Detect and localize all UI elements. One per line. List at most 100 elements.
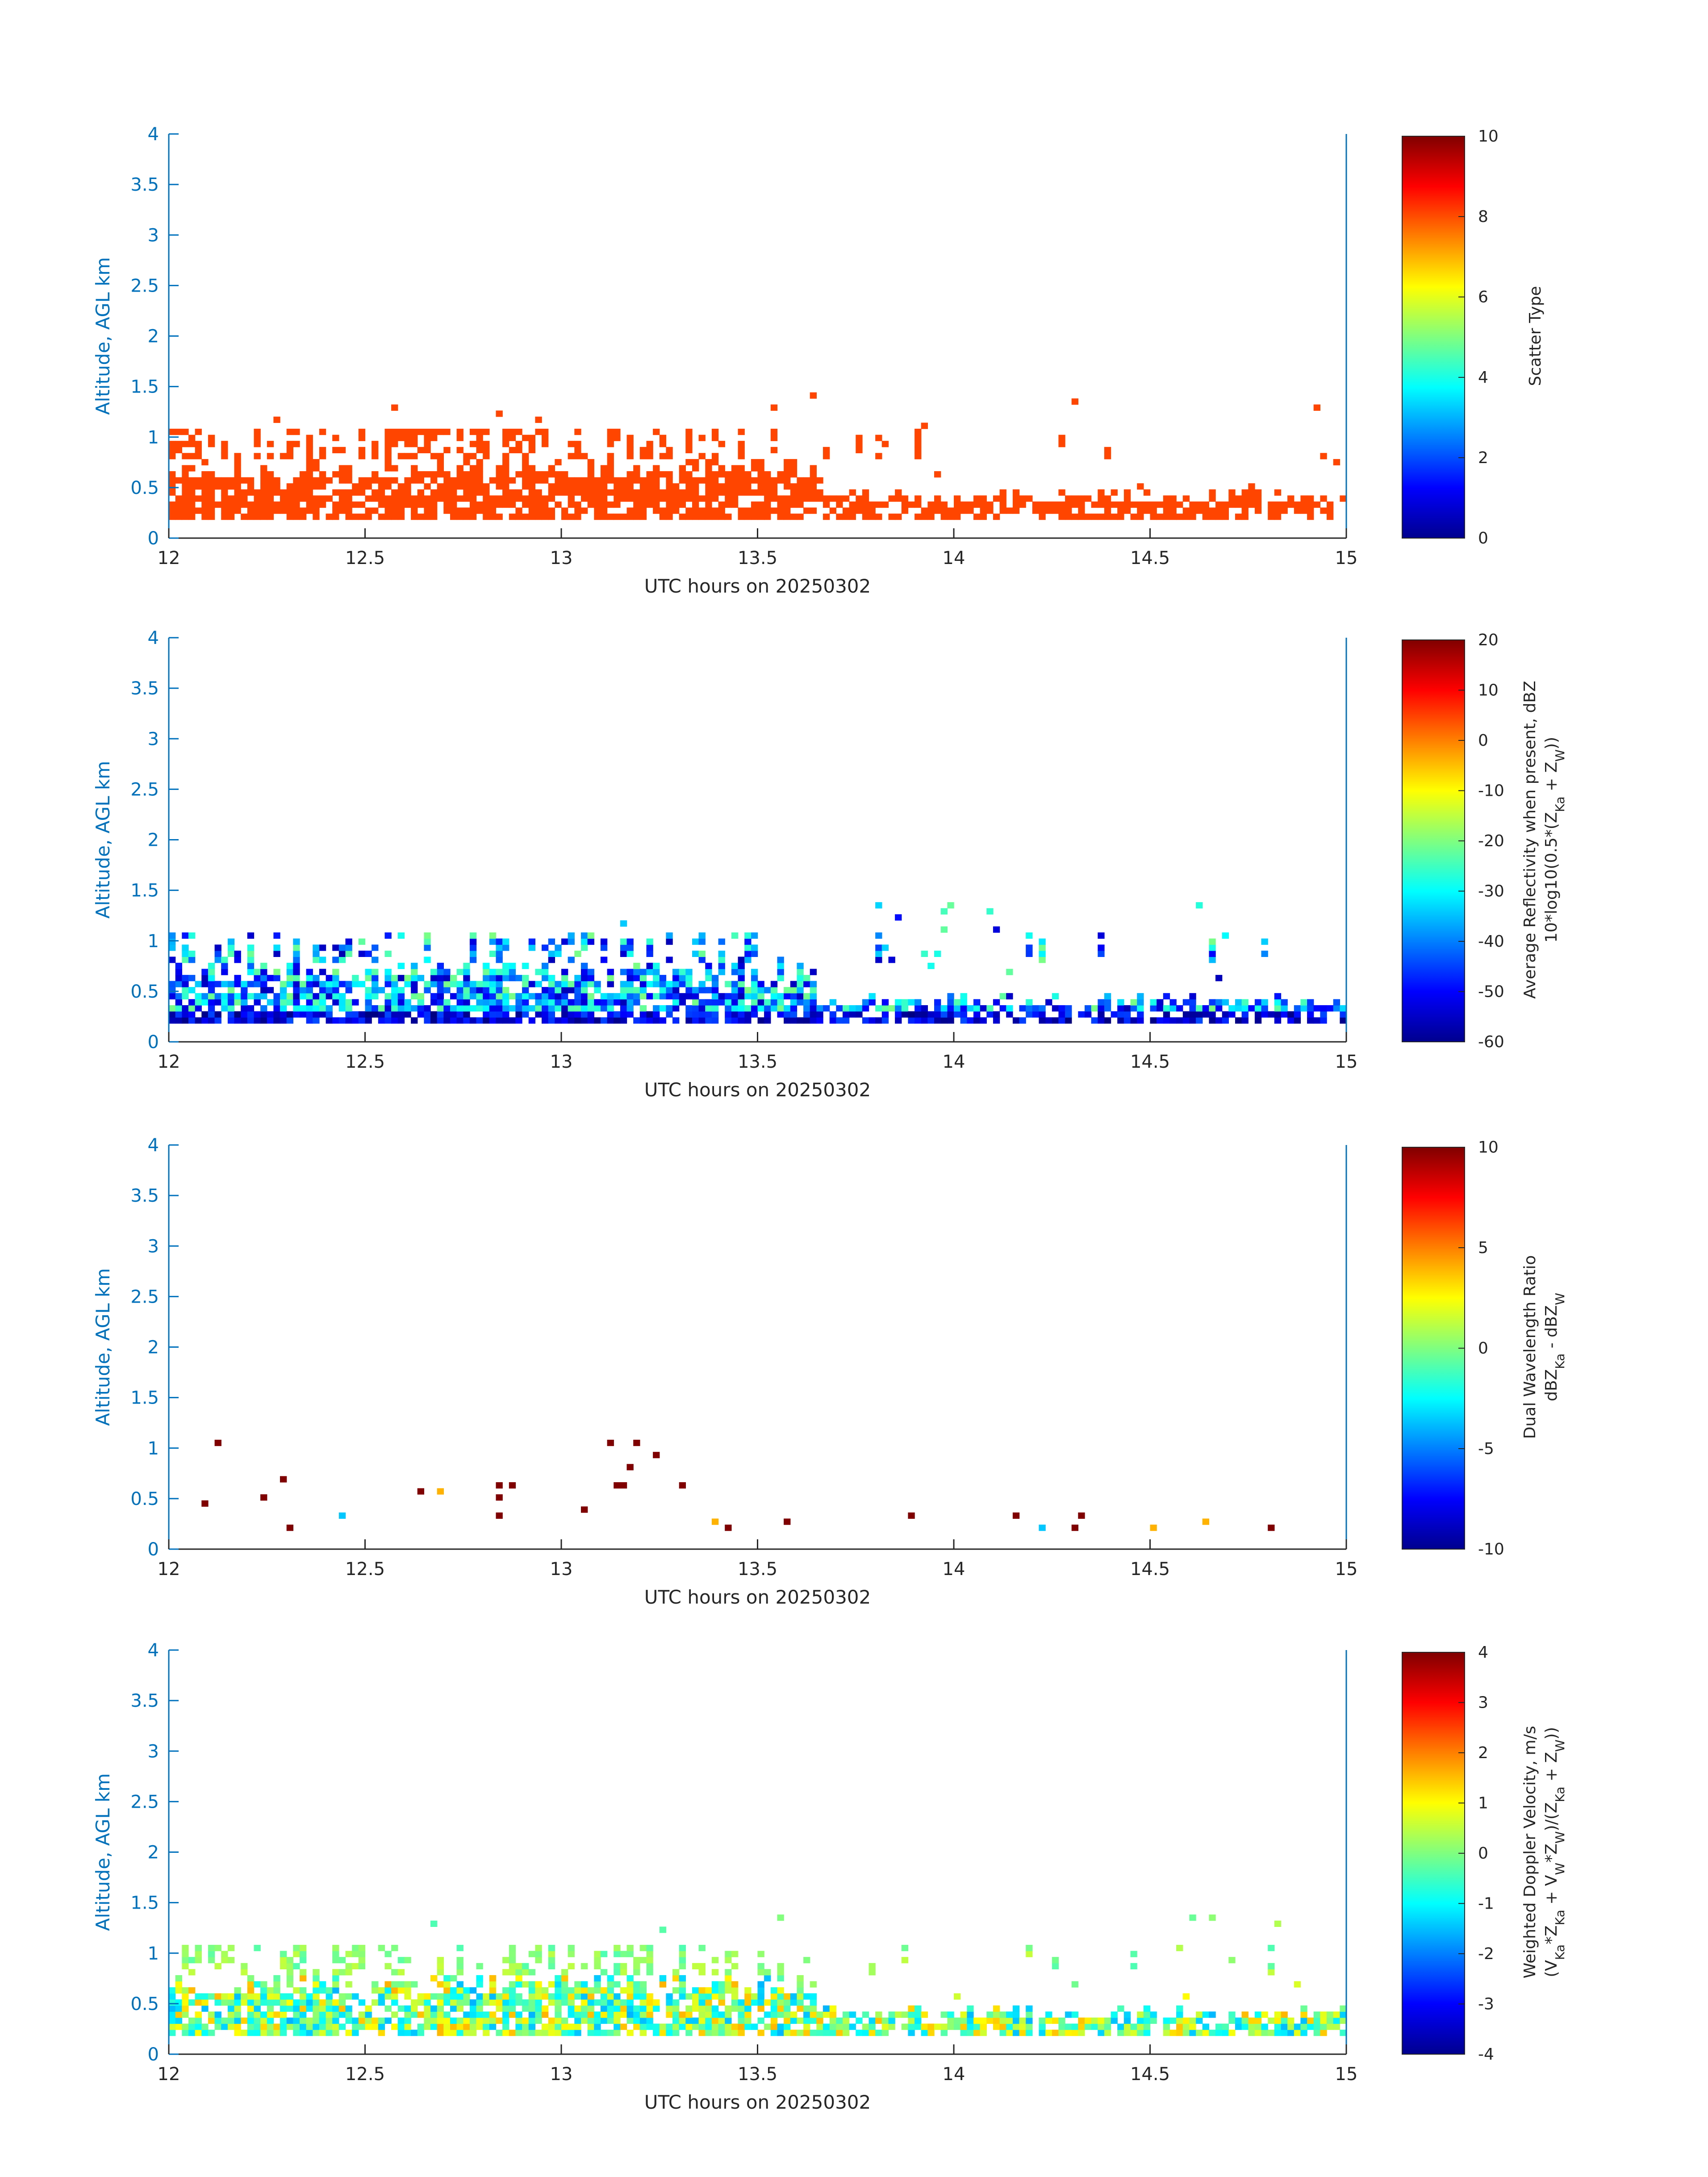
- heatmap-cell: [404, 975, 411, 982]
- heatmap-cell: [332, 993, 339, 999]
- heatmap-cell: [1307, 1005, 1314, 1012]
- heatmap-cell: [685, 1011, 693, 1018]
- heatmap-cell: [306, 465, 313, 472]
- heatmap-cell: [797, 1981, 804, 1988]
- heatmap-cell: [188, 489, 196, 496]
- colorbar-gradient: [1402, 1652, 1465, 2055]
- heatmap-cell: [345, 1963, 352, 1969]
- heatmap-cell: [528, 435, 535, 441]
- heatmap-cell: [1196, 1005, 1203, 1012]
- heatmap-cell: [182, 483, 189, 490]
- heatmap-cell: [718, 483, 725, 490]
- heatmap-cell: [1320, 1005, 1327, 1012]
- heatmap-cell: [489, 975, 497, 982]
- heatmap-cell: [1104, 447, 1111, 453]
- heatmap-cell: [626, 969, 634, 975]
- heatmap-cell: [391, 1017, 398, 1024]
- heatmap-cell: [751, 975, 758, 982]
- colorbar-formula-part: + Z: [1542, 1752, 1561, 1787]
- heatmap-cell: [208, 435, 215, 441]
- heatmap-cell: [770, 429, 778, 435]
- heatmap-cell: [300, 1951, 307, 1957]
- heatmap-cell: [548, 987, 555, 994]
- heatmap-cell: [234, 465, 241, 472]
- heatmap-cell: [326, 495, 333, 502]
- heatmap-cell: [888, 514, 895, 520]
- heatmap-cell: [679, 1945, 686, 1951]
- heatmap-cell: [725, 495, 732, 502]
- heatmap-cell: [856, 1011, 863, 1018]
- heatmap-cell: [227, 1017, 235, 1024]
- heatmap-cell: [810, 471, 817, 478]
- heatmap-cell: [214, 1017, 221, 1024]
- heatmap-cell: [626, 471, 634, 478]
- heatmap-cell: [469, 938, 477, 945]
- heatmap-cell: [784, 1993, 791, 2000]
- heatmap-cell: [653, 471, 660, 478]
- heatmap-cell: [489, 1005, 497, 1012]
- heatmap-cell: [450, 2017, 457, 2024]
- heatmap-cell: [208, 471, 215, 478]
- heatmap-cell: [169, 453, 176, 460]
- heatmap-cell: [725, 1987, 732, 1994]
- heatmap-cell: [286, 447, 293, 453]
- heatmap-cell: [738, 429, 745, 435]
- heatmap-cell: [751, 932, 758, 939]
- heatmap-cell: [424, 435, 431, 441]
- heatmap-cell: [927, 507, 935, 514]
- heatmap-cell: [535, 993, 542, 999]
- heatmap-cell: [934, 507, 941, 514]
- heatmap-cell: [639, 2023, 647, 2030]
- heatmap-cell: [836, 1005, 843, 1012]
- heatmap-cell: [489, 2023, 497, 2030]
- heatmap-cell: [502, 1993, 509, 2000]
- heatmap-cell: [555, 459, 562, 466]
- heatmap-cell: [384, 1981, 392, 1988]
- heatmap-cell: [1143, 2023, 1151, 2030]
- heatmap-cell: [535, 1981, 542, 1988]
- heatmap-cell: [404, 1005, 411, 1012]
- heatmap-cell: [639, 2011, 647, 2018]
- heatmap-cell: [221, 1005, 228, 1012]
- heatmap-cell: [286, 962, 293, 969]
- heatmap-cell: [679, 999, 686, 1006]
- heatmap-cell: [895, 495, 902, 502]
- heatmap-cell: [1071, 2023, 1078, 2030]
- heatmap-cell: [397, 932, 405, 939]
- heatmap-cell: [574, 1005, 581, 1012]
- heatmap-cell: [626, 2011, 634, 2018]
- heatmap-cell: [535, 1993, 542, 2000]
- heatmap-cell: [509, 993, 516, 999]
- heatmap-cell: [770, 2011, 778, 2018]
- colorbar-formula-subscript: W: [1553, 749, 1567, 762]
- heatmap-cell: [1052, 507, 1059, 514]
- heatmap-cell: [188, 987, 196, 994]
- heatmap-cell: [744, 471, 752, 478]
- heatmap-cell: [947, 1017, 954, 1024]
- heatmap-cell: [1307, 507, 1314, 514]
- heatmap-cell: [358, 1999, 366, 2006]
- heatmap-cell: [397, 435, 405, 441]
- heatmap-cell: [784, 477, 791, 484]
- heatmap-cell: [738, 483, 745, 490]
- heatmap-cell: [169, 1999, 176, 2006]
- heatmap-cell: [175, 2011, 182, 2018]
- colorbar-label: Scatter Type: [1526, 286, 1545, 386]
- heatmap-cell: [1313, 404, 1320, 411]
- heatmap-cell: [725, 471, 732, 478]
- heatmap-cell: [365, 507, 372, 514]
- heatmap-cell: [1300, 2011, 1307, 2018]
- heatmap-cell: [522, 975, 529, 982]
- heatmap-cell: [614, 429, 621, 435]
- heatmap-cell: [542, 2005, 549, 2012]
- heatmap-cell: [639, 2017, 647, 2024]
- heatmap-cell: [483, 999, 490, 1006]
- heatmap-cell: [1026, 950, 1033, 957]
- heatmap-cell: [306, 435, 313, 441]
- heatmap-cell: [587, 2011, 594, 2018]
- heatmap-cell: [915, 2017, 922, 2024]
- heatmap-cell: [1085, 2023, 1092, 2030]
- heatmap-cell: [319, 957, 326, 963]
- heatmap-cell: [365, 483, 372, 490]
- heatmap-cell: [535, 477, 542, 484]
